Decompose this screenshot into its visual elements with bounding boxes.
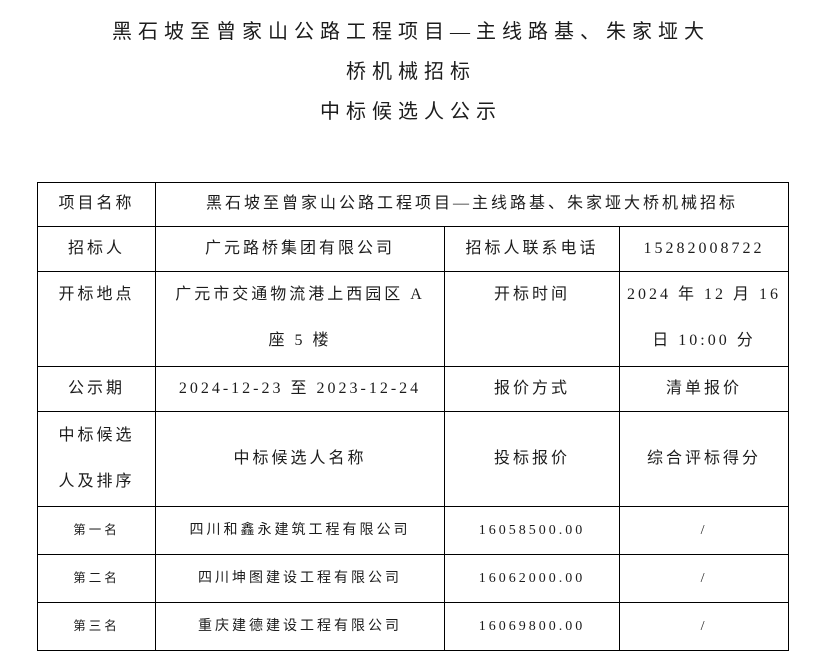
quote-method-value: 清单报价 — [618, 366, 790, 412]
tenderer-value: 广元路桥集团有限公司 — [155, 226, 445, 272]
opening-time-label: 开标时间 — [444, 271, 620, 367]
candidate-2-rank: 第二名 — [37, 554, 156, 603]
tenderer-phone-value: 15282008722 — [618, 226, 790, 272]
candidate-3-score: / — [618, 602, 790, 651]
candidate-2-name: 四川坤图建设工程有限公司 — [155, 554, 445, 603]
table-row-candidate-3: 第三名 重庆建德建设工程有限公司 16069800.00 / — [37, 602, 790, 651]
quote-method-label: 报价方式 — [444, 366, 620, 412]
candidate-name-header: 中标候选人名称 — [155, 411, 445, 507]
candidate-1-rank: 第一名 — [37, 506, 156, 555]
publicity-period-label: 公示期 — [37, 366, 156, 412]
candidate-3-rank: 第三名 — [37, 602, 156, 651]
candidate-3-name: 重庆建德建设工程有限公司 — [155, 602, 445, 651]
table-row-project: 项目名称 黑石坡至曾家山公路工程项目—主线路基、朱家垭大桥机械招标 — [37, 182, 790, 227]
candidate-1-price: 16058500.00 — [444, 506, 620, 555]
project-name-value: 黑石坡至曾家山公路工程项目—主线路基、朱家垭大桥机械招标 — [154, 182, 790, 227]
table-row-candidate-1: 第一名 四川和鑫永建筑工程有限公司 16058500.00 / — [37, 506, 790, 555]
bid-price-header: 投标报价 — [444, 411, 620, 507]
score-header: 综合评标得分 — [618, 411, 790, 507]
title-line-2: 桥机械招标 — [346, 61, 476, 83]
title-line-1: 黑石坡至曾家山公路工程项目—主线路基、朱家垭大 — [112, 21, 710, 43]
notice-table: 项目名称 黑石坡至曾家山公路工程项目—主线路基、朱家垭大桥机械招标 招标人 广元… — [37, 182, 790, 651]
candidate-2-score: / — [618, 554, 790, 603]
table-row-opening: 开标地点 广元市交通物流港上西园区 A 座 5 楼 开标时间 2024 年 12… — [37, 271, 790, 367]
document-title: 黑石坡至曾家山公路工程项目—主线路基、朱家垭大 桥机械招标 中标候选人公示 — [0, 0, 822, 132]
title-line-3: 中标候选人公示 — [320, 101, 502, 123]
tenderer-label: 招标人 — [37, 226, 156, 272]
candidate-1-name: 四川和鑫永建筑工程有限公司 — [155, 506, 445, 555]
table-row-tenderer: 招标人 广元路桥集团有限公司 招标人联系电话 15282008722 — [37, 226, 790, 272]
candidate-1-score: / — [618, 506, 790, 555]
opening-time-value: 2024 年 12 月 16 日 10:00 分 — [618, 271, 790, 367]
project-name-label: 项目名称 — [37, 182, 156, 227]
table-row-publicity: 公示期 2024-12-23 至 2023-12-24 报价方式 清单报价 — [37, 366, 790, 412]
opening-place-value: 广元市交通物流港上西园区 A 座 5 楼 — [155, 271, 445, 367]
table-row-candidate-header: 中标候选 人及排序 中标候选人名称 投标报价 综合评标得分 — [37, 411, 790, 507]
publicity-period-value: 2024-12-23 至 2023-12-24 — [155, 366, 445, 412]
table-row-candidate-2: 第二名 四川坤图建设工程有限公司 16062000.00 / — [37, 554, 790, 603]
tenderer-phone-label: 招标人联系电话 — [444, 226, 620, 272]
candidate-2-price: 16062000.00 — [444, 554, 620, 603]
candidate-3-price: 16069800.00 — [444, 602, 620, 651]
candidate-rank-header: 中标候选 人及排序 — [37, 411, 156, 507]
opening-place-label: 开标地点 — [37, 271, 156, 367]
